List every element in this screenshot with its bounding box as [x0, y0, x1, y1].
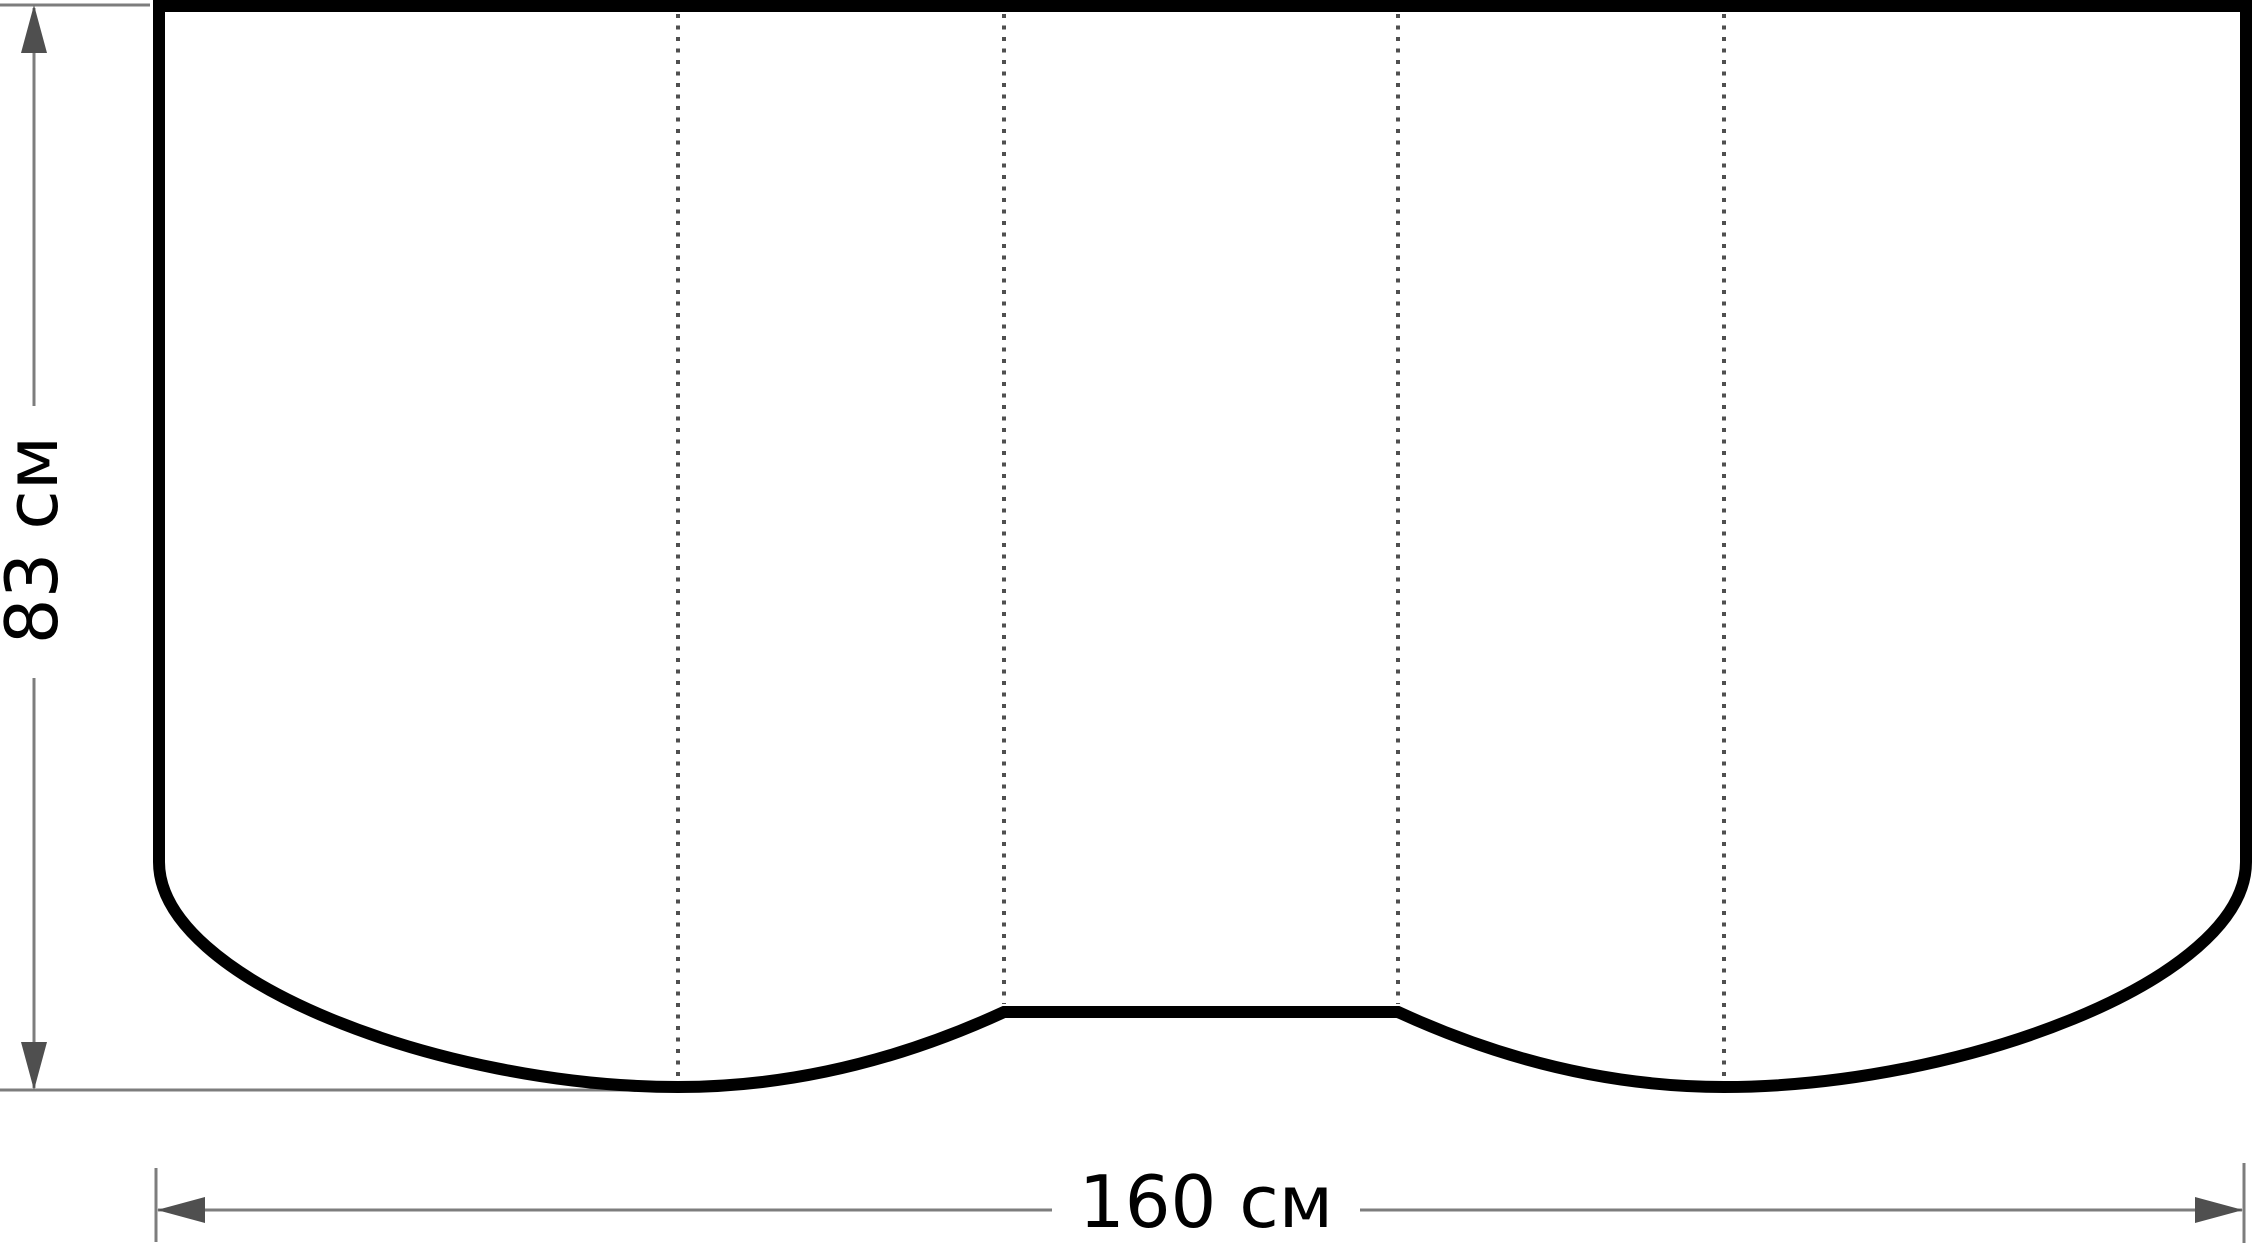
height-dimension-label: 83 см — [0, 436, 74, 644]
width-dimension-label: 160 см — [1079, 1160, 1333, 1244]
arrow-left-icon — [157, 1197, 205, 1223]
arrow-up-icon — [21, 5, 47, 53]
arrow-right-icon — [2195, 1197, 2243, 1223]
panel-outline-shape — [153, 0, 2252, 1094]
arrow-down-icon — [21, 1042, 47, 1090]
